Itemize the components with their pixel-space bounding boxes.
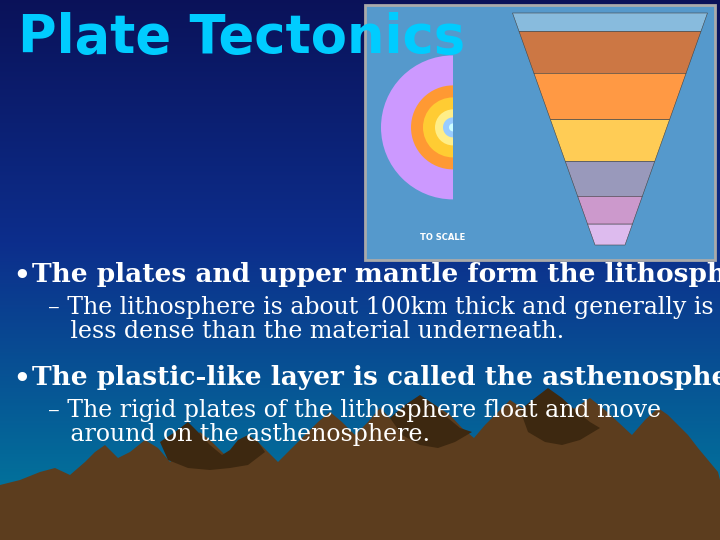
Polygon shape — [534, 73, 686, 120]
Polygon shape — [565, 161, 654, 196]
Text: •: • — [12, 365, 31, 396]
Polygon shape — [160, 422, 265, 470]
Text: The plates and upper mantle form the lithosphere.: The plates and upper mantle form the lit… — [32, 262, 720, 287]
Wedge shape — [381, 56, 453, 199]
Text: – The rigid plates of the lithosphere float and move: – The rigid plates of the lithosphere fl… — [48, 399, 661, 422]
Text: TO SCALE: TO SCALE — [420, 233, 466, 242]
Polygon shape — [520, 388, 600, 445]
Wedge shape — [449, 124, 453, 131]
Wedge shape — [423, 97, 453, 157]
Wedge shape — [435, 110, 453, 145]
Polygon shape — [588, 224, 632, 245]
Polygon shape — [530, 488, 720, 540]
Polygon shape — [577, 196, 642, 224]
Text: – The lithosphere is about 100km thick and generally is: – The lithosphere is about 100km thick a… — [48, 296, 714, 319]
FancyBboxPatch shape — [365, 5, 715, 260]
Text: around on the asthenosphere.: around on the asthenosphere. — [48, 423, 430, 446]
Text: Plate Tectonics: Plate Tectonics — [18, 12, 465, 64]
Wedge shape — [398, 72, 453, 183]
Wedge shape — [443, 117, 453, 137]
Text: less dense than the material underneath.: less dense than the material underneath. — [48, 320, 564, 343]
Text: •: • — [12, 262, 31, 293]
Polygon shape — [519, 31, 701, 73]
Polygon shape — [390, 395, 472, 448]
Text: The plastic-like layer is called the asthenosphere.: The plastic-like layer is called the ast… — [32, 365, 720, 390]
Polygon shape — [0, 398, 720, 540]
Polygon shape — [551, 120, 670, 161]
Wedge shape — [411, 85, 453, 170]
Polygon shape — [513, 13, 708, 31]
